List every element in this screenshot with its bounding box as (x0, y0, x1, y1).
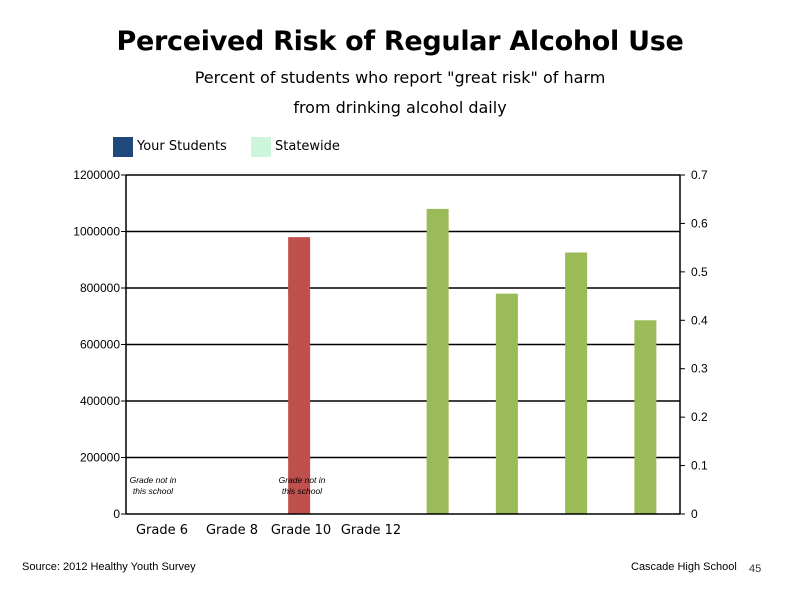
legend-swatch-your-students (113, 137, 133, 157)
not-in-school-annotation: Grade not in (279, 475, 326, 485)
legend-swatch-statewide (251, 137, 271, 157)
legend-label-your-students: Your Students (137, 139, 227, 154)
x-axis-category-label: Grade 10 (271, 523, 331, 538)
left-axis-tick-label: 1000000 (73, 225, 120, 239)
right-axis-tick-label: 0.5 (691, 265, 708, 279)
source-note: Source: 2012 Healthy Youth Survey (22, 561, 196, 573)
bar (634, 320, 657, 514)
bar (565, 252, 588, 514)
right-axis-tick-label: 0.1 (691, 459, 708, 473)
bar (288, 237, 311, 514)
x-axis-category-label: Grade 8 (206, 523, 258, 538)
x-axis-category-label: Grade 6 (136, 523, 188, 538)
chart-subtitle-line-2: from drinking alcohol daily (293, 98, 507, 117)
school-name: Cascade High School (631, 561, 737, 573)
bar (426, 208, 449, 514)
right-axis-tick-label: 0 (691, 507, 698, 521)
not-in-school-annotation: Grade not in (130, 475, 177, 485)
right-axis-tick-label: 0.6 (691, 216, 708, 230)
right-axis-tick-label: 0.4 (691, 313, 708, 327)
page-number: 45 (749, 563, 762, 575)
not-in-school-annotation: this school (133, 486, 174, 496)
left-axis-tick-label: 800000 (80, 281, 120, 295)
left-axis-tick-label: 1200000 (73, 168, 120, 182)
right-axis-tick-label: 0.7 (691, 168, 708, 182)
x-axis-category-label: Grade 12 (341, 523, 401, 538)
legend-label-statewide: Statewide (275, 139, 340, 154)
left-axis-tick-label: 200000 (80, 451, 120, 465)
chart-subtitle-line-1: Percent of students who report "great ri… (194, 68, 606, 87)
right-axis-tick-label: 0.2 (691, 410, 708, 424)
not-in-school-annotation: this school (282, 486, 323, 496)
chart-title: Perceived Risk of Regular Alcohol Use (116, 26, 684, 57)
left-axis-tick-label: 0 (113, 507, 120, 521)
bar (495, 293, 518, 514)
right-axis-tick-label: 0.3 (691, 362, 708, 376)
left-axis-tick-label: 600000 (80, 338, 120, 352)
left-axis-tick-label: 400000 (80, 394, 120, 408)
